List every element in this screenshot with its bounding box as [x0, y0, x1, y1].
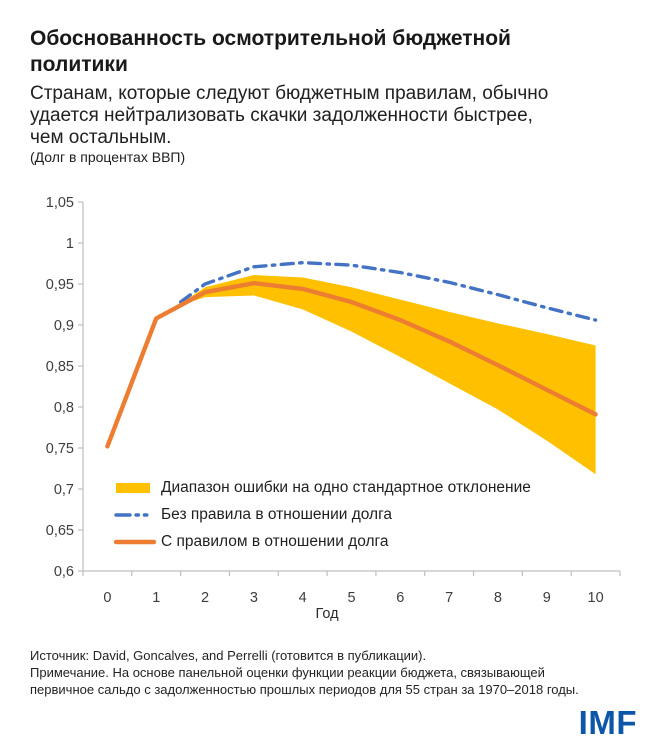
error-band-swatch [116, 483, 150, 493]
y-tick-label: 1,05 [46, 195, 74, 211]
x-tick-label: 5 [347, 590, 355, 606]
subtitle-line: удается нейтрализовать скачки задолженно… [30, 105, 533, 126]
y-tick-label: 0,95 [46, 277, 74, 293]
no-debt-rule-line [178, 260, 598, 322]
y-tick-label: 0,9 [54, 318, 74, 334]
x-tick-label: 8 [494, 590, 502, 606]
legend-item-no-debt-rule: Без правила в отношении долга [113, 504, 531, 526]
title-line: Обоснованность осмотрительной бюджетной [30, 27, 511, 50]
footnotes: Источник: David, Goncalves, and Perrelli… [30, 647, 642, 698]
no-debt-rule-swatch [114, 513, 156, 517]
debt-chart-svg: 0,6 0,65 0,7 0,75 0,8 0,85 0,9 0,95 1 1,05 0 1 2 3 4 5 6… [46, 195, 621, 622]
subtitle-line: Странам, которые следуют бюджетным прави… [30, 83, 549, 104]
note-line: первичное сальдо с задолженностью прошлы… [30, 682, 579, 697]
y-tick-label: 0,65 [46, 523, 74, 539]
x-tick-label: 0 [103, 590, 111, 606]
x-tick-label: 9 [543, 590, 551, 606]
page-subtitle: Странам, которые следуют бюджетным прави… [30, 83, 630, 149]
y-tick-label: 0,75 [46, 441, 74, 457]
page-title: Обоснованность осмотрительной бюджетной … [30, 26, 630, 78]
error-band-area [180, 274, 596, 475]
y-tick-label: 1 [66, 236, 74, 252]
x-axis-title: Год [316, 606, 340, 622]
x-tick-label: 4 [299, 590, 307, 606]
legend-label-debt-rule: С правилом в отношении долга [161, 533, 389, 550]
y-tick-label: 0,8 [54, 400, 74, 416]
debt-rule-swatch [113, 539, 157, 545]
x-tick-label: 3 [250, 590, 258, 606]
y-tick-label: 0,6 [54, 564, 74, 580]
legend-label-no-debt-rule: Без правила в отношении долга [161, 506, 393, 523]
y-tick-label: 0,7 [54, 482, 74, 498]
imf-logo: IMF [578, 704, 637, 741]
legend-label-error-band: Диапазон ошибки на одно стандартное откл… [161, 479, 531, 496]
legend-item-debt-rule: С правилом в отношении долга [113, 531, 531, 553]
chart-legend: Диапазон ошибки на одно стандартное откл… [113, 477, 531, 558]
title-line: политики [30, 53, 128, 76]
x-tick-label: 1 [152, 590, 160, 606]
unit-note: (Долг в процентах ВВП) [30, 149, 186, 165]
debt-rule-line [105, 280, 598, 449]
subtitle-line: чем остальным. [30, 127, 172, 148]
y-tick-label: 0,85 [46, 359, 74, 375]
source-line: Источник: David, Goncalves, and Perrelli… [30, 648, 427, 663]
x-tick-label: 10 [588, 590, 604, 606]
x-tick-label: 6 [396, 590, 404, 606]
x-tick-label: 2 [201, 590, 209, 606]
x-tick-label: 7 [445, 590, 453, 606]
note-line: Примечание. На основе панельной оценки ф… [30, 665, 545, 680]
legend-item-error-band: Диапазон ошибки на одно стандартное откл… [113, 477, 531, 499]
